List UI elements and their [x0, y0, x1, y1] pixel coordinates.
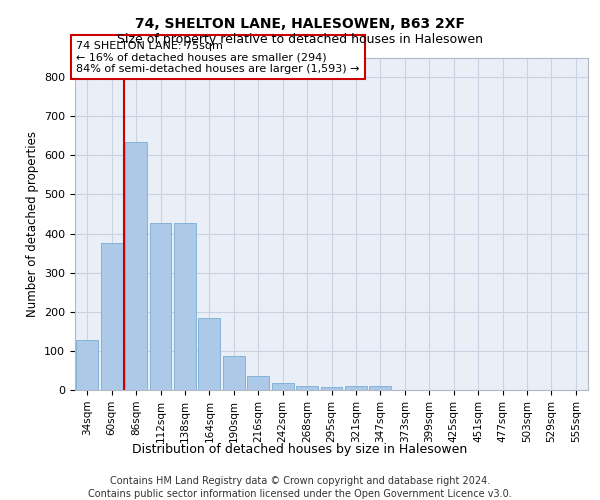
Text: Contains public sector information licensed under the Open Government Licence v3: Contains public sector information licen…: [88, 489, 512, 499]
Bar: [370, 386, 391, 390]
Bar: [76, 340, 98, 390]
Bar: [320, 387, 343, 390]
Bar: [101, 244, 122, 390]
Text: Distribution of detached houses by size in Halesowen: Distribution of detached houses by size …: [133, 442, 467, 456]
Bar: [296, 386, 318, 390]
Text: Contains HM Land Registry data © Crown copyright and database right 2024.: Contains HM Land Registry data © Crown c…: [110, 476, 490, 486]
Bar: [247, 376, 269, 390]
Bar: [174, 222, 196, 390]
Text: 74, SHELTON LANE, HALESOWEN, B63 2XF: 74, SHELTON LANE, HALESOWEN, B63 2XF: [135, 18, 465, 32]
Bar: [199, 318, 220, 390]
Bar: [223, 356, 245, 390]
Bar: [125, 142, 147, 390]
Bar: [345, 386, 367, 390]
Text: 74 SHELTON LANE: 75sqm
← 16% of detached houses are smaller (294)
84% of semi-de: 74 SHELTON LANE: 75sqm ← 16% of detached…: [76, 40, 360, 74]
Text: Size of property relative to detached houses in Halesowen: Size of property relative to detached ho…: [117, 34, 483, 46]
Y-axis label: Number of detached properties: Number of detached properties: [26, 130, 38, 317]
Bar: [149, 222, 172, 390]
Bar: [272, 383, 293, 390]
